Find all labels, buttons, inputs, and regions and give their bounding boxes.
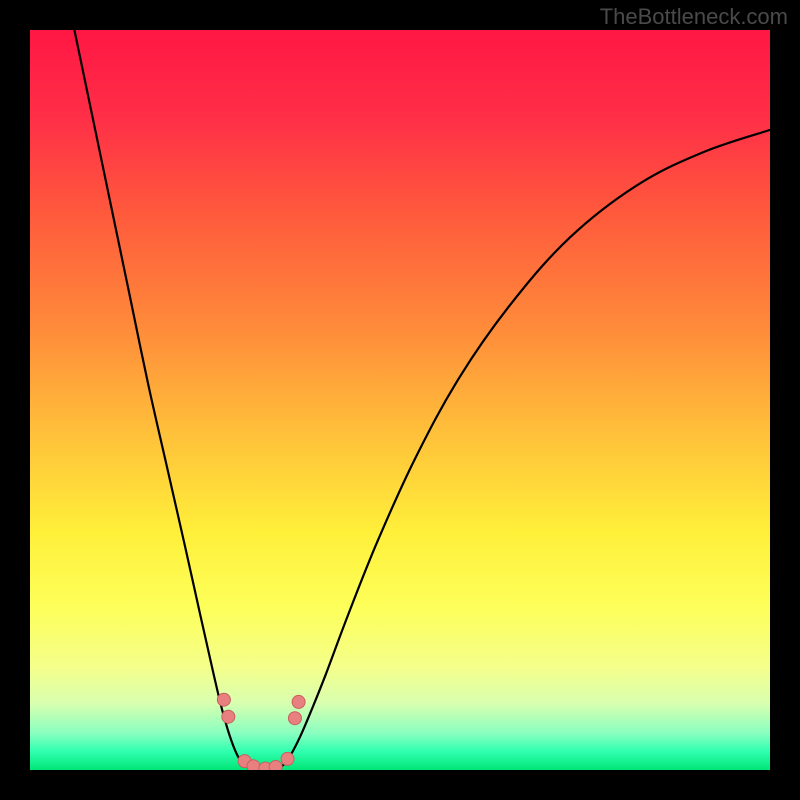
data-marker	[222, 710, 235, 723]
data-marker	[288, 712, 301, 725]
chart-container: TheBottleneck.com	[0, 0, 800, 800]
data-marker	[292, 695, 305, 708]
bottleneck-curve	[74, 30, 770, 769]
curve-layer	[30, 30, 770, 770]
watermark-text: TheBottleneck.com	[600, 4, 788, 30]
data-marker	[217, 693, 230, 706]
data-marker	[281, 752, 294, 765]
data-markers	[217, 693, 305, 770]
data-marker	[247, 760, 260, 770]
plot-area	[30, 30, 770, 770]
data-marker	[269, 761, 282, 770]
